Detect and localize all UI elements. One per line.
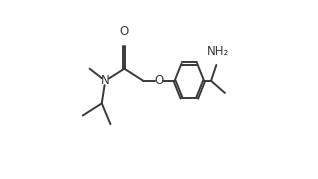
Text: N: N [101, 74, 110, 87]
Text: O: O [120, 25, 129, 38]
Text: O: O [154, 74, 164, 87]
Text: NH₂: NH₂ [207, 45, 229, 58]
